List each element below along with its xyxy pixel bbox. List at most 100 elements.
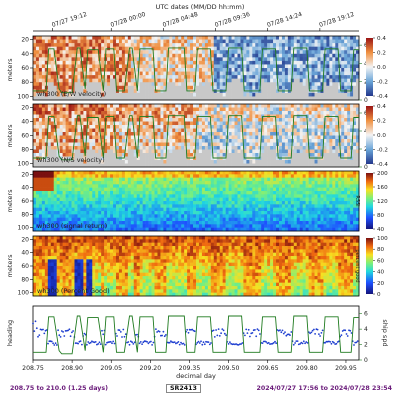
- heatmap-cell: [320, 142, 324, 147]
- heatmap-cell: [228, 118, 232, 122]
- heatmap-cell: [172, 207, 176, 212]
- heatmap-cell: [178, 121, 182, 126]
- heatmap-cell: [62, 118, 66, 122]
- heatmap-cell: [231, 163, 235, 168]
- heatmap-cell: [113, 224, 117, 228]
- heatmap-cell: [252, 36, 256, 40]
- heatmap-cell: [231, 160, 235, 164]
- heatmap-cell: [338, 46, 342, 51]
- heatmap-cell: [264, 160, 268, 164]
- heatmap-cell: [145, 201, 149, 205]
- heatmap-cell: [172, 118, 176, 122]
- heatmap-cell: [74, 187, 78, 192]
- heatmap-cell: [210, 57, 215, 62]
- heatmap-cell: [115, 181, 120, 185]
- heatmap-cell: [175, 89, 179, 94]
- heatmap-cell: [145, 125, 149, 129]
- heatmap-cell: [181, 71, 185, 76]
- heatmap-cell: [160, 184, 164, 188]
- heatmap-cell: [299, 36, 303, 40]
- heatmap-cell: [130, 111, 135, 115]
- heatmap-cell: [228, 107, 232, 112]
- heatmap-cell: [278, 78, 283, 83]
- heatmap-cell: [113, 211, 117, 215]
- heatmap-cell: [290, 39, 295, 44]
- heatmap-cell: [151, 187, 155, 192]
- heatmap-cell: [139, 211, 143, 215]
- heatmap-cell: [198, 68, 203, 72]
- heatmap-cell: [56, 227, 60, 232]
- heatmap-cell: [98, 111, 102, 115]
- heatmap-cell: [107, 57, 111, 62]
- heatmap-cell: [261, 142, 265, 147]
- heatmap-cell: [213, 46, 218, 51]
- heatmap-cell: [356, 135, 360, 140]
- heatmap-cell: [124, 107, 129, 112]
- heatmap-cell: [145, 57, 149, 62]
- heatmap-cell: [335, 139, 339, 143]
- heatmap-cell: [276, 96, 280, 101]
- heatmap-cell: [133, 177, 138, 182]
- heatmap-cell: [308, 104, 312, 108]
- heatmap-cell: [184, 89, 188, 94]
- heatmap-cell: [258, 139, 262, 143]
- heatmap-cell: [101, 46, 105, 51]
- heatmap-cell: [240, 89, 244, 94]
- heatmap-cell: [157, 135, 161, 140]
- heatmap-cell: [56, 142, 60, 147]
- heatmap-cell: [193, 125, 197, 129]
- heatmap-cell: [113, 96, 117, 101]
- heatmap-cell: [95, 107, 99, 112]
- heatmap-cell: [234, 96, 238, 101]
- heatmap-cell: [166, 224, 170, 228]
- heatmap-cell: [33, 177, 37, 182]
- heatmap-cell: [142, 174, 146, 178]
- heatmap-cell: [166, 64, 170, 69]
- heatmap-cell: [110, 207, 114, 212]
- heatmap-cell: [261, 111, 265, 115]
- heatmap-cell: [258, 53, 262, 58]
- heatmap-cell: [86, 227, 90, 232]
- heatmap-cell: [104, 207, 108, 212]
- heatmap-cell: [47, 139, 52, 143]
- heatmap-cell: [80, 78, 84, 83]
- heatmap-cell: [243, 139, 247, 143]
- heatmap-cell: [166, 68, 170, 72]
- heatmap-cell: [127, 181, 132, 185]
- heatmap-cell: [157, 149, 161, 154]
- heatmap-cell: [115, 163, 120, 168]
- heatmap-cell: [121, 107, 126, 112]
- heatmap-cell: [246, 92, 250, 97]
- heatmap-cell: [258, 132, 262, 136]
- heatmap-cell: [92, 174, 96, 178]
- heatmap-cell: [145, 146, 149, 150]
- heatmap-cell: [130, 78, 135, 83]
- heatmap-cell: [302, 96, 306, 101]
- heatmap-cell: [213, 85, 218, 90]
- heatmap-cell: [184, 125, 188, 129]
- heatmap-cell: [243, 111, 247, 115]
- heatmap-cell: [166, 156, 170, 161]
- heatmap-cell: [273, 160, 277, 164]
- heatmap-cell: [320, 75, 324, 79]
- heatmap-cell: [35, 118, 40, 122]
- heatmap-cell: [53, 156, 58, 161]
- heatmap-cell: [225, 149, 229, 154]
- heatmap-cell: [83, 217, 87, 222]
- heatmap-cell: [169, 107, 173, 112]
- heatmap-cell: [225, 114, 229, 119]
- heatmap-cell: [56, 221, 60, 225]
- heatmap-cell: [243, 160, 247, 164]
- heatmap-cell: [252, 82, 256, 87]
- heatmap-cell: [121, 114, 126, 119]
- heatmap-cell: [261, 128, 265, 133]
- heatmap-cell: [35, 68, 40, 72]
- heatmap-cell: [207, 92, 212, 97]
- heatmap-cell: [234, 156, 238, 161]
- heatmap-cell: [74, 46, 78, 51]
- heatmap-cell: [118, 36, 123, 40]
- heatmap-cell: [98, 177, 102, 182]
- heatmap-cell: [213, 50, 218, 55]
- heatmap-cell: [77, 104, 81, 108]
- heatmap-cell: [89, 194, 93, 198]
